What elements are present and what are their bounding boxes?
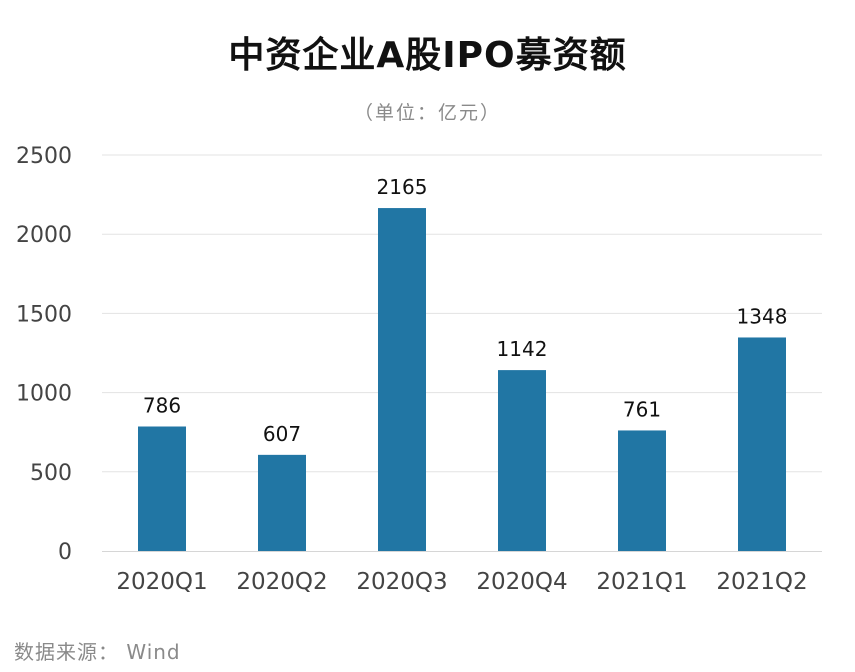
- x-tick-label: 2020Q2: [236, 569, 327, 595]
- chart-subtitle: （单位：亿元）: [353, 102, 501, 124]
- x-tick-label: 2020Q4: [476, 569, 567, 595]
- data-label: 1348: [737, 304, 788, 328]
- data-label: 607: [263, 422, 301, 446]
- data-label: 761: [623, 397, 661, 421]
- x-axis-ticks: 2020Q1 2020Q2 2020Q3 2020Q4 2021Q1 2021Q2: [116, 569, 807, 595]
- y-tick-label: 0: [58, 540, 72, 565]
- y-tick-label: 1000: [16, 382, 72, 407]
- data-source-note: 数据来源： Wind: [14, 640, 181, 664]
- gridlines: [102, 154, 822, 473]
- y-tick-label: 1500: [16, 302, 72, 327]
- chart-title: 中资企业A股IPO募资额: [228, 35, 627, 76]
- bar-2020q4: [498, 370, 546, 551]
- bar-2020q1: [138, 426, 186, 551]
- bar-2020q2: [258, 454, 306, 551]
- y-axis-ticks: 0 500 1000 1500 2000 2500: [16, 144, 72, 565]
- data-label: 1142: [497, 337, 548, 361]
- bar-2021q1: [618, 430, 666, 551]
- bar-2020q3: [378, 208, 426, 551]
- y-tick-label: 2500: [16, 144, 72, 169]
- data-label: 2165: [377, 175, 428, 199]
- x-tick-label: 2020Q3: [356, 569, 447, 595]
- y-tick-label: 500: [30, 461, 72, 486]
- data-label: 786: [143, 393, 181, 417]
- y-tick-label: 2000: [16, 223, 72, 248]
- x-tick-label: 2020Q1: [116, 569, 207, 595]
- bars: [138, 208, 786, 551]
- bar-2021q2: [738, 337, 786, 551]
- x-tick-label: 2021Q1: [596, 569, 687, 595]
- data-labels: 786 607 2165 1142 761 1348: [143, 175, 788, 446]
- x-tick-label: 2021Q2: [716, 569, 807, 595]
